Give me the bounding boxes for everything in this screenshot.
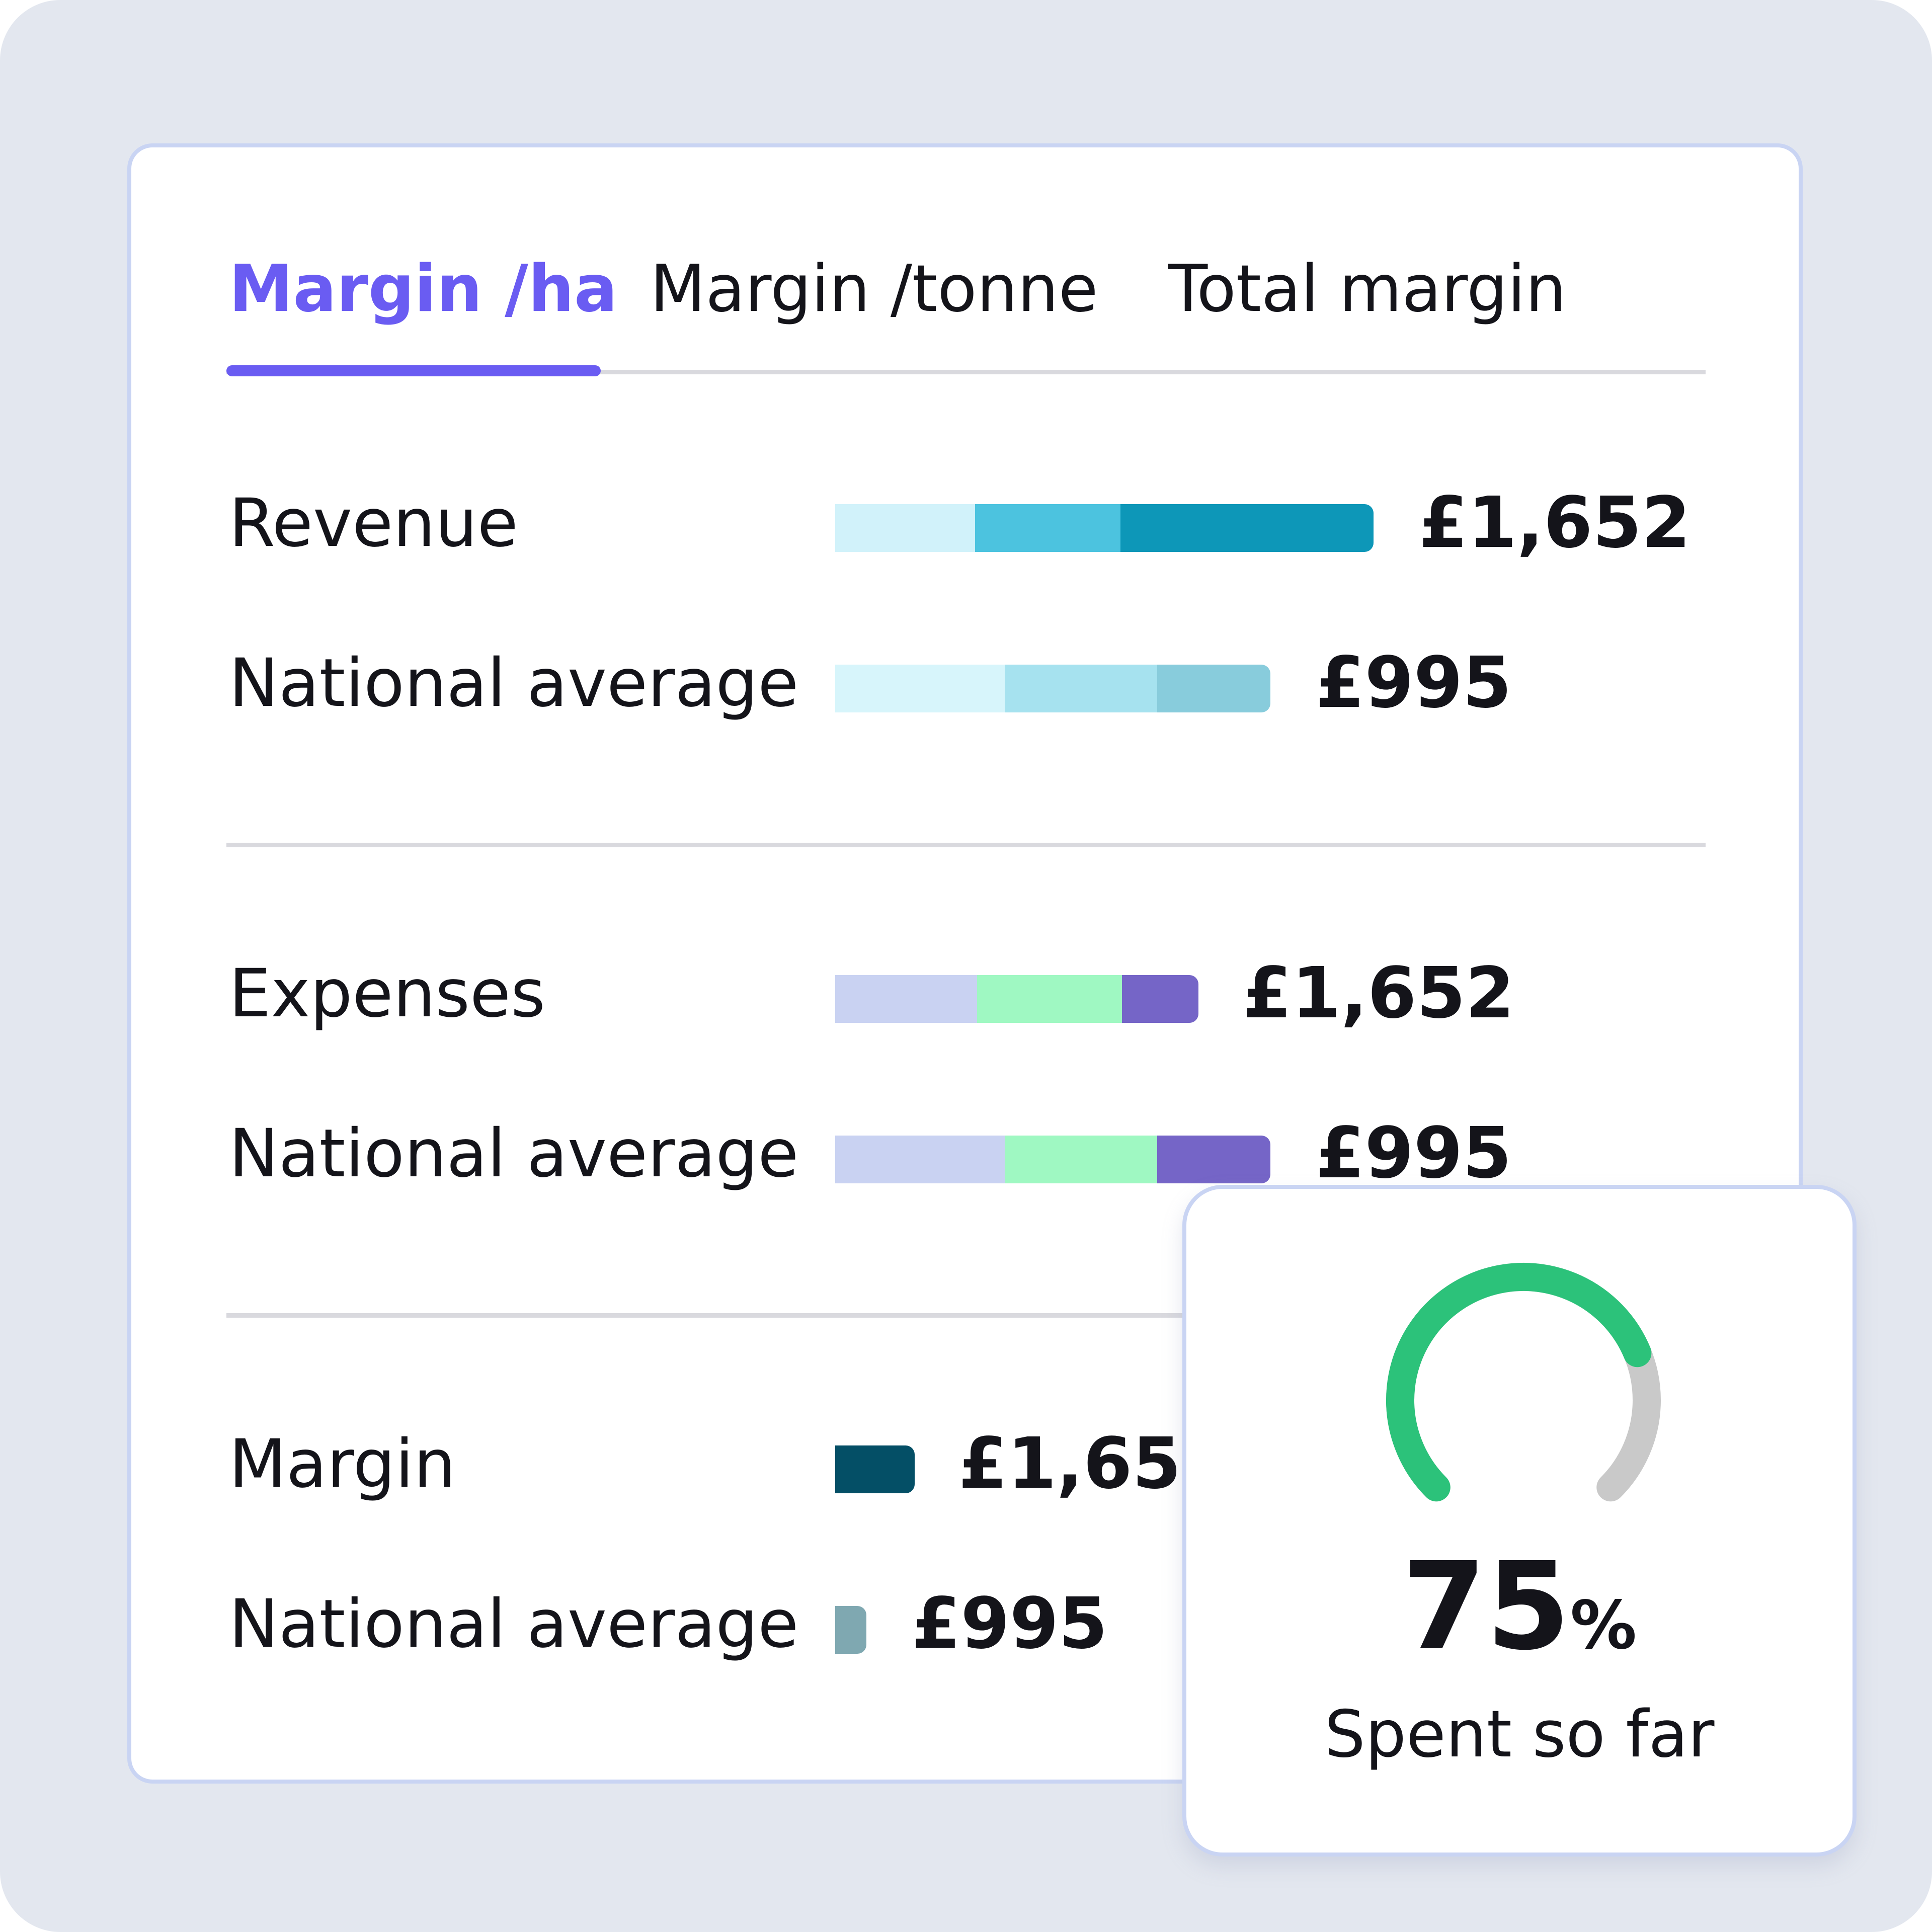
revenue-national-average-bar bbox=[835, 665, 1270, 712]
gauge-percent-number: 75 bbox=[1402, 1536, 1570, 1677]
revenue-bar bbox=[835, 504, 1374, 552]
bar-segment bbox=[977, 975, 1122, 1023]
tab-underline bbox=[226, 370, 1706, 374]
tab-margin-per-tonne[interactable]: Margin /tonne bbox=[650, 252, 1098, 327]
expenses-national-average-bar bbox=[835, 1136, 1270, 1183]
bar-segment bbox=[835, 1445, 915, 1493]
revenue-national-average-label: National average bbox=[229, 645, 799, 722]
section-divider bbox=[226, 843, 1706, 847]
tab-total-margin[interactable]: Total margin bbox=[1168, 252, 1567, 327]
spent-gauge-card: 75% Spent so far bbox=[1182, 1185, 1857, 1857]
bar-segment bbox=[835, 1606, 866, 1654]
gauge-percent-sign: % bbox=[1570, 1587, 1637, 1664]
margin-national-average-label: National average bbox=[229, 1585, 799, 1663]
gauge-fill bbox=[1386, 1263, 1652, 1502]
margin-label: Margin bbox=[229, 1425, 456, 1503]
revenue-label: Revenue bbox=[229, 485, 518, 562]
bar-segment bbox=[1157, 665, 1270, 712]
revenue-value: £1,652 bbox=[1419, 482, 1691, 564]
bar-segment bbox=[835, 665, 1005, 712]
expenses-national-average-label: National average bbox=[229, 1115, 799, 1192]
tab-margin-per-ha[interactable]: Margin /ha bbox=[229, 252, 618, 327]
spent-gauge bbox=[1386, 1263, 1661, 1502]
bar-segment bbox=[835, 1136, 1005, 1183]
bar-segment bbox=[1122, 975, 1198, 1023]
expenses-bar bbox=[835, 975, 1198, 1023]
gauge-caption: Spent so far bbox=[1324, 1697, 1715, 1772]
expenses-value: £1,652 bbox=[1243, 952, 1515, 1034]
bar-segment bbox=[1005, 665, 1158, 712]
margin-national-average-value: £995 bbox=[912, 1583, 1108, 1665]
bar-segment bbox=[835, 975, 977, 1023]
active-tab-indicator bbox=[226, 365, 601, 376]
bar-segment bbox=[1120, 504, 1374, 552]
bar-segment bbox=[975, 504, 1121, 552]
bar-segment bbox=[1005, 1136, 1158, 1183]
expenses-label: Expenses bbox=[229, 955, 545, 1032]
section-divider bbox=[226, 1313, 1706, 1318]
bar-segment bbox=[1157, 1136, 1270, 1183]
bar-segment bbox=[835, 504, 976, 552]
margin-national-average-bar bbox=[835, 1606, 866, 1654]
margin-bar bbox=[835, 1445, 915, 1493]
revenue-national-average-value: £995 bbox=[1316, 642, 1512, 724]
expenses-national-average-value: £995 bbox=[1316, 1112, 1512, 1194]
gauge-percent: 75% bbox=[1186, 1546, 1853, 1706]
